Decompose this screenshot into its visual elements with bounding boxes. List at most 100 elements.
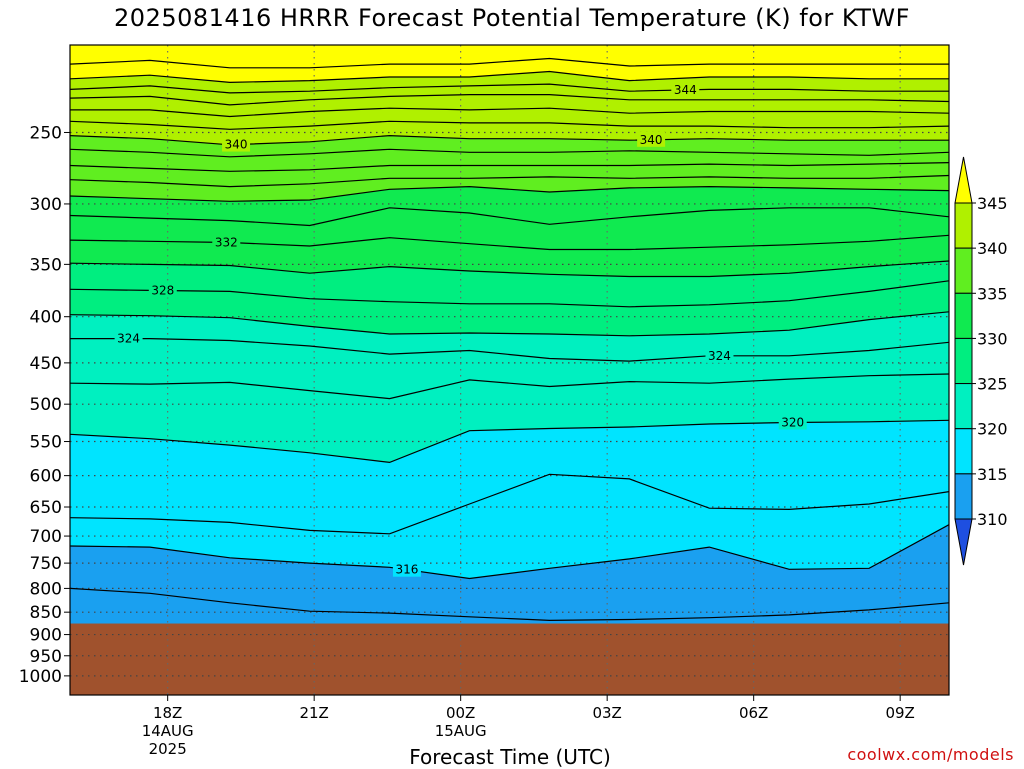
- band-337-338: [70, 162, 949, 187]
- grid-lines: [70, 45, 949, 695]
- plot-frame: [69, 44, 950, 696]
- y-tick-850: 850: [30, 603, 62, 623]
- isentrope-330: [70, 260, 949, 278]
- contour-label-316: 316: [395, 563, 418, 577]
- colorbar-segment: [954, 247, 973, 294]
- colorbar-segment: [954, 202, 973, 249]
- isentrope-326: [70, 311, 949, 337]
- isentrope-334: [70, 207, 949, 227]
- band-320-322: [70, 374, 949, 463]
- isentrope-346: [70, 57, 949, 69]
- contour-label-bg: [222, 136, 251, 152]
- colorbar-label-330: 330: [977, 329, 1008, 348]
- isentrope-337: [70, 174, 949, 188]
- potential-temperature-shading: [70, 45, 949, 695]
- contour-label-324: 324: [708, 349, 731, 363]
- isentrope-342: [70, 107, 949, 118]
- band-336-337: [70, 175, 949, 202]
- contour-label-bg: [148, 282, 177, 298]
- colorbar-label-345: 345: [977, 194, 1008, 213]
- y-tick-600: 600: [30, 467, 62, 487]
- contour-label-320: 320: [781, 416, 804, 430]
- ground-fill: [70, 623, 949, 695]
- colorbar-label-325: 325: [977, 375, 1008, 394]
- colorbar-label-340: 340: [977, 239, 1008, 258]
- terrain-below-surface: [70, 623, 949, 695]
- contour-label-bg: [778, 414, 807, 430]
- credit-text: coolwx.com/models: [847, 745, 1014, 764]
- isentrope-343: [70, 94, 949, 106]
- contour-label-324: 324: [117, 332, 140, 346]
- isentrope-328: [70, 280, 949, 308]
- contour-label-bg: [705, 347, 734, 363]
- y-tick-500: 500: [30, 395, 62, 415]
- x-tick-sub-2025: 2025: [149, 740, 187, 758]
- x-tick-06Z: 06Z: [739, 704, 768, 722]
- colorbar-top-arrow: [954, 156, 973, 204]
- y-tick-900: 900: [30, 626, 62, 646]
- contour-label-bg: [671, 81, 700, 97]
- isentrope-322: [70, 373, 949, 400]
- x-tick-18Z: 18Z: [153, 704, 182, 722]
- isentrope-318: [70, 473, 949, 535]
- contour-label-bg: [212, 234, 241, 250]
- x-tick-sub-15AUG: 15AUG: [435, 722, 487, 740]
- band-344-345: [70, 71, 949, 93]
- band-334-336: [70, 186, 949, 226]
- y-tick-400: 400: [30, 308, 62, 328]
- colorbar-segment: [954, 337, 973, 385]
- y-tick-950: 950: [30, 647, 62, 667]
- y-tick-750: 750: [30, 554, 62, 574]
- colorbar-segment: [954, 428, 973, 475]
- colorbar-segment: [954, 292, 973, 339]
- x-axis-label: Forecast Time (UTC): [409, 745, 611, 769]
- chart-title: 2025081416 HRRR Forecast Potential Tempe…: [114, 4, 910, 32]
- colorbar-label-315: 315: [977, 465, 1008, 484]
- colorbar-bottom-arrow: [954, 518, 973, 566]
- isentrope-341: [70, 120, 949, 130]
- y-axis-ticks: 250 300 350 400 450 500 550 600 650 700 750 800 850 9…: [19, 123, 70, 687]
- contour-label-340: 340: [640, 133, 663, 147]
- contour-label-332: 332: [215, 235, 238, 249]
- x-tick-21Z: 21Z: [299, 704, 328, 722]
- x-tick-03Z: 03Z: [592, 704, 621, 722]
- isentrope-345: [70, 70, 949, 84]
- isentrope-316: [70, 524, 949, 580]
- y-tick-450: 450: [30, 354, 62, 374]
- y-tick-300: 300: [30, 195, 62, 215]
- y-tick-350: 350: [30, 255, 62, 275]
- colorbar-label-320: 320: [977, 420, 1008, 439]
- isentrope-324: [70, 338, 949, 362]
- isentrope-339: [70, 148, 949, 158]
- contour-labels: 344 340 340 332 328 324 324 320 316: [114, 81, 807, 577]
- contour-label-bg: [114, 330, 143, 346]
- x-tick-sub-14AUG: 14AUG: [142, 722, 194, 740]
- contour-label-bg: [392, 561, 421, 577]
- band-322-324: [70, 338, 949, 399]
- y-tick-550: 550: [30, 433, 62, 453]
- contour-label-344: 344: [674, 83, 697, 97]
- x-tick-09Z: 09Z: [885, 704, 914, 722]
- colorbar-label-310: 310: [977, 510, 1008, 529]
- y-tick-800: 800: [30, 579, 62, 599]
- colorbar: 310 315 320 325 330 335 340 345: [954, 156, 1008, 566]
- contour-label-340: 340: [225, 138, 248, 152]
- y-tick-1000: 1000: [19, 667, 62, 687]
- y-tick-650: 650: [30, 498, 62, 518]
- band-318-320: [70, 420, 949, 534]
- band-314-316: [70, 524, 949, 621]
- band-326-328: [70, 280, 949, 336]
- contour-label-bg: [637, 131, 666, 147]
- colorbar-segment: [954, 383, 973, 430]
- y-tick-700: 700: [30, 527, 62, 547]
- isentrope-314: [70, 587, 949, 622]
- colorbar-segment: [954, 473, 973, 520]
- x-tick-00Z: 00Z: [446, 704, 475, 722]
- isentrope-340: [70, 134, 949, 146]
- isentrope-336: [70, 185, 949, 202]
- band-328-330: [70, 261, 949, 307]
- band-341-342: [70, 108, 949, 130]
- contour-label-328: 328: [151, 284, 174, 298]
- band-339-340: [70, 135, 949, 157]
